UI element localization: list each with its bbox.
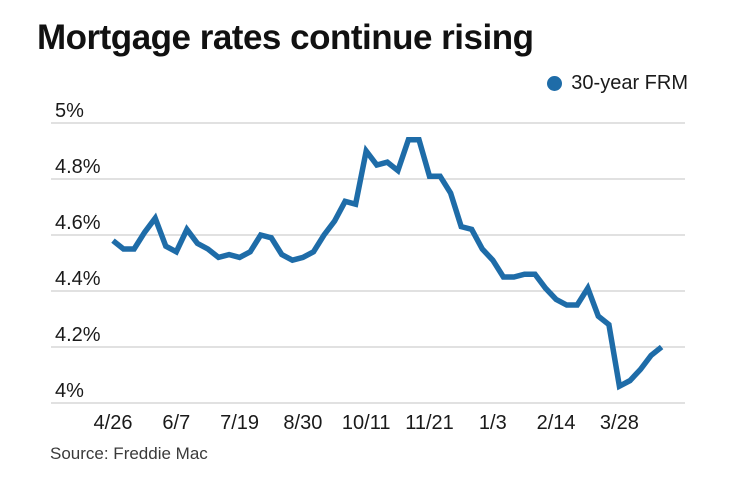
legend: 30-year FRM: [547, 72, 688, 95]
y-axis-tick-label: 4.4%: [55, 268, 101, 290]
chart-title: Mortgage rates continue rising: [37, 18, 534, 57]
x-axis-tick-label: 6/7: [162, 412, 190, 434]
x-axis-tick-label: 3/28: [600, 412, 639, 434]
y-axis-tick-label: 4%: [55, 380, 84, 402]
series-line-30-year-frm: [111, 137, 664, 391]
x-axis-tick-label: 10/11: [342, 412, 391, 434]
source-note: Source: Freddie Mac: [50, 444, 208, 463]
y-axis-tick-label: 4.6%: [55, 212, 101, 234]
x-axis-tick-label: 2/14: [537, 412, 576, 434]
legend-label: 30-year FRM: [571, 72, 688, 94]
y-axis-tick-label: 4.8%: [55, 156, 101, 178]
x-axis-tick-label: 7/19: [220, 412, 259, 434]
x-axis-tick-label: 11/21: [405, 412, 454, 434]
x-axis-tick-label: 1/3: [479, 412, 507, 434]
x-axis-tick-label: 4/26: [94, 412, 133, 434]
x-axis-tick-label: 8/30: [283, 412, 322, 434]
y-axis-tick-label: 5%: [55, 100, 84, 122]
y-axis-tick-label: 4.2%: [55, 324, 101, 346]
legend-dot-icon: [547, 76, 563, 91]
